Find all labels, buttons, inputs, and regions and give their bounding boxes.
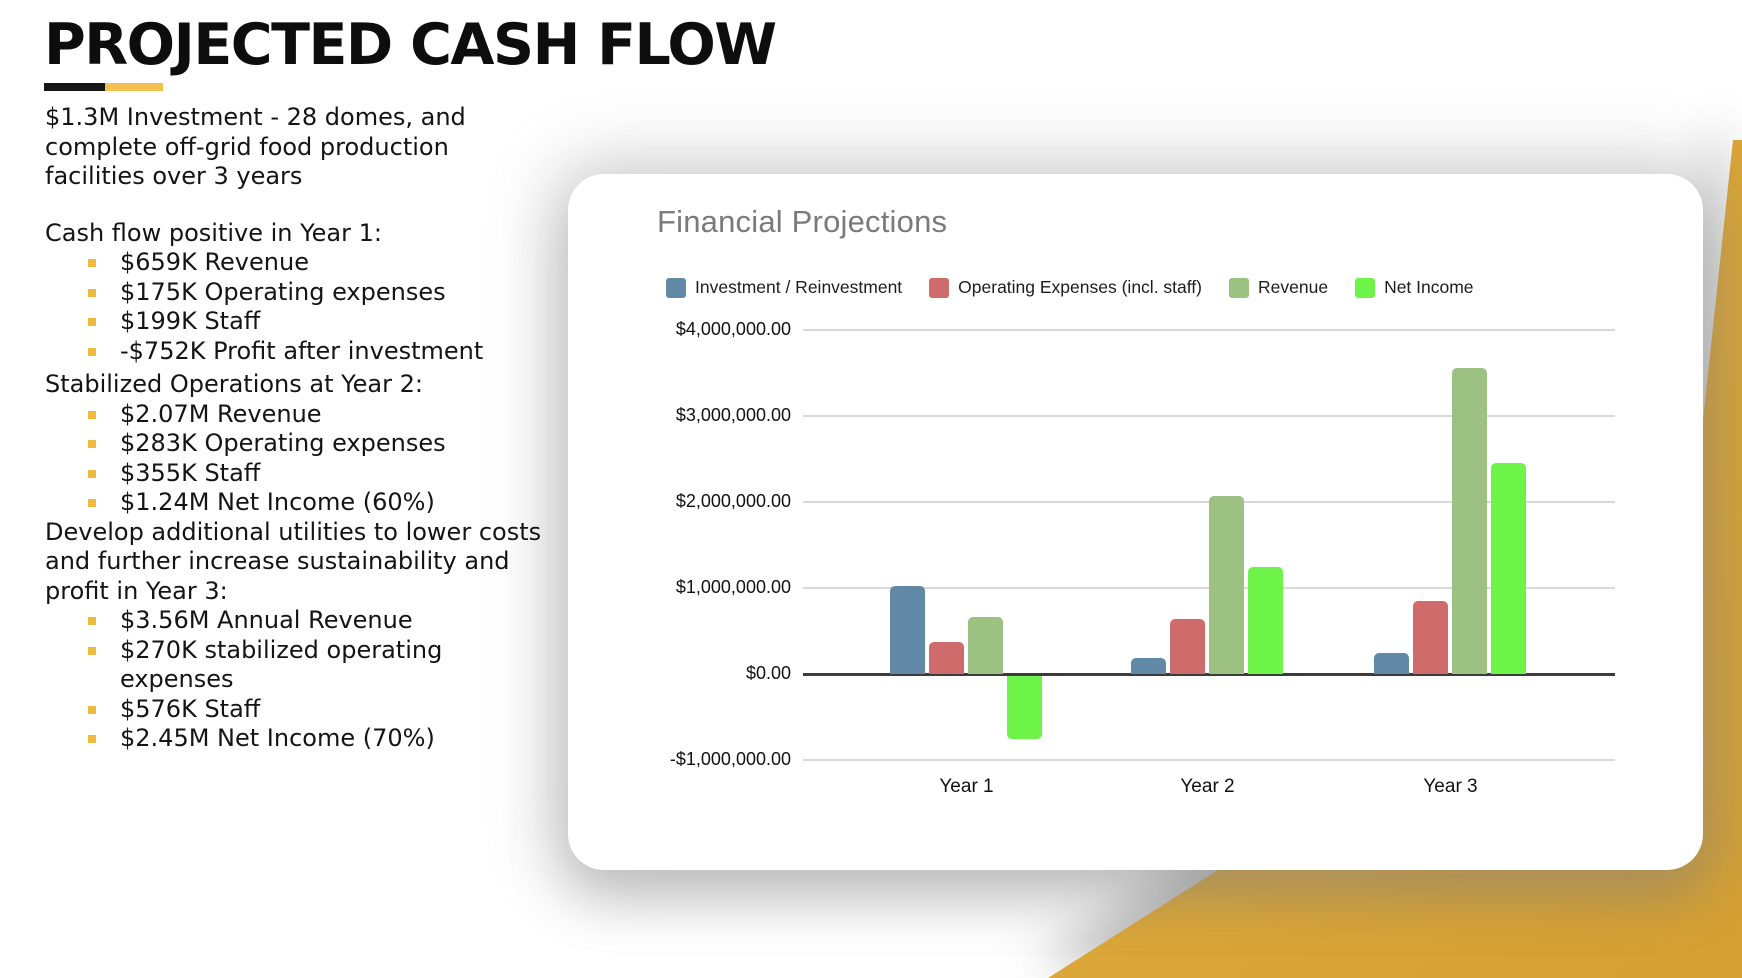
legend-label: Operating Expenses (incl. staff) xyxy=(958,277,1202,297)
y-axis-tick-label: $1,000,000.00 xyxy=(675,577,791,597)
list-item: $2.45M Net Income (70%) xyxy=(88,724,550,754)
list-item-text: $576K Staff xyxy=(120,694,261,723)
list-item-text: $2.07M Revenue xyxy=(120,399,322,428)
underline-black-segment xyxy=(44,83,105,91)
section-heading-year3: Develop additional utilities to lower co… xyxy=(45,517,542,605)
x-axis-category-label: Year 1 xyxy=(939,776,994,797)
bullet-square-icon xyxy=(88,646,96,655)
bullet-square-icon xyxy=(88,499,96,507)
legend-color-swatch-icon xyxy=(1229,277,1249,298)
bar-net-income-year-2 xyxy=(1248,567,1283,674)
bullet-square-icon xyxy=(88,440,96,448)
bar-net-income-year-1 xyxy=(1007,676,1042,739)
bar-revenue-year-1 xyxy=(968,617,1003,674)
bullet-square-icon xyxy=(88,318,96,326)
bullet-square-icon xyxy=(88,617,96,625)
bar-revenue-year-2 xyxy=(1209,495,1244,674)
chart-legend: Investment / Reinvestment Operating Expen… xyxy=(666,277,1474,298)
list-item: $659K Revenue xyxy=(88,248,550,278)
x-axis-line xyxy=(803,673,1615,676)
list-item: $283K Operating expenses xyxy=(88,429,550,459)
bar-investment-reinvestment-year-2 xyxy=(1131,657,1166,674)
bullet-square-icon xyxy=(88,469,96,478)
bullet-square-icon xyxy=(88,735,96,743)
bullet-list-year3: $3.56M Annual Revenue $270K stabilized o… xyxy=(45,606,585,754)
legend-label: Investment / Reinvestment xyxy=(695,277,903,297)
gridline xyxy=(803,415,1615,417)
legend-color-swatch-icon xyxy=(1355,277,1376,298)
bar-operating-expenses-incl-staff-year-3 xyxy=(1413,601,1448,674)
list-item: $175K Operating expenses xyxy=(88,278,550,308)
list-item: $355K Staff xyxy=(88,459,550,489)
list-item: $270K stabilized operating expenses xyxy=(88,636,550,695)
y-axis-tick-label: -$1,000,000.00 xyxy=(669,749,791,769)
list-item-text: $175K Operating expenses xyxy=(120,277,446,306)
legend-label: Revenue xyxy=(1258,277,1329,297)
legend-label: Net Income xyxy=(1384,277,1474,297)
financial-projections-chart-card[interactable]: Financial Projections Investment / Reinv… xyxy=(568,174,1703,870)
bullet-list-year2: $2.07M Revenue $283K Operating expenses … xyxy=(45,400,585,518)
list-item-text: $3.56M Annual Revenue xyxy=(120,606,413,634)
bar-net-income-year-3 xyxy=(1491,463,1526,674)
bar-operating-expenses-incl-staff-year-1 xyxy=(929,641,964,674)
list-item-text: $1.24M Net Income (60%) xyxy=(120,488,435,516)
section-heading-year1: Cash flow positive in Year 1: xyxy=(45,218,382,247)
gridline xyxy=(803,759,1615,761)
bar-operating-expenses-incl-staff-year-2 xyxy=(1170,619,1205,674)
bullet-square-icon xyxy=(88,288,96,297)
legend-item: Investment / Reinvestment xyxy=(666,277,902,298)
list-item-text: $283K Operating expenses xyxy=(120,429,446,457)
legend-item: Operating Expenses (incl. staff) xyxy=(929,277,1202,298)
x-axis-category-label: Year 3 xyxy=(1423,776,1478,797)
left-text-column: $1.3M Investment - 28 domes, and complet… xyxy=(45,103,585,754)
list-item: $1.24M Net Income (60%) xyxy=(88,488,550,518)
page-title: PROJECTED CASH FLOW xyxy=(44,12,777,78)
list-item: $2.07M Revenue xyxy=(88,400,550,430)
section-heading-year2: Stabilized Operations at Year 2: xyxy=(45,370,423,398)
bullet-square-icon xyxy=(88,410,96,419)
list-item: -$752K Profit after investment xyxy=(88,337,550,367)
y-axis-tick-label: $4,000,000.00 xyxy=(675,319,791,339)
list-item: $576K Staff xyxy=(88,695,550,725)
bullet-square-icon xyxy=(88,705,96,714)
legend-item: Net Income xyxy=(1355,277,1474,298)
list-item-text: -$752K Profit after investment xyxy=(120,336,484,365)
list-item-text: $270K stabilized operating expenses xyxy=(120,635,443,694)
x-axis-category-label: Year 2 xyxy=(1180,776,1235,797)
gridline xyxy=(803,329,1615,331)
y-axis-tick-label: $2,000,000.00 xyxy=(675,491,791,511)
bullet-list-year1: $659K Revenue $175K Operating expenses $… xyxy=(45,248,585,366)
list-item: $199K Staff xyxy=(88,307,550,337)
bullet-square-icon xyxy=(88,259,96,267)
list-item: $3.56M Annual Revenue xyxy=(88,606,550,636)
bar-revenue-year-3 xyxy=(1452,367,1487,674)
chart-plot-area: $4,000,000.00 $3,000,000.00 $2,000,000.00 $… xyxy=(670,319,1615,797)
title-underline xyxy=(44,83,163,91)
legend-color-swatch-icon xyxy=(929,277,950,298)
legend-color-swatch-icon xyxy=(666,277,686,298)
list-item-text: $2.45M Net Income (70%) xyxy=(120,724,435,752)
legend-item: Revenue xyxy=(1229,277,1328,298)
bullet-square-icon xyxy=(88,347,96,356)
bar-investment-reinvestment-year-3 xyxy=(1374,652,1409,674)
intro-paragraph: $1.3M Investment - 28 domes, and complet… xyxy=(45,103,466,190)
list-item-text: $355K Staff xyxy=(120,458,261,487)
list-item-text: $659K Revenue xyxy=(120,248,309,276)
underline-yellow-segment xyxy=(105,83,163,91)
bar-investment-reinvestment-year-1 xyxy=(890,586,925,674)
chart-title: Financial Projections xyxy=(657,204,948,239)
y-axis-tick-label: $3,000,000.00 xyxy=(675,405,791,425)
y-axis-tick-label: $0.00 xyxy=(745,663,791,683)
list-item-text: $199K Staff xyxy=(120,307,261,335)
title-block: PROJECTED CASH FLOW xyxy=(44,12,777,91)
